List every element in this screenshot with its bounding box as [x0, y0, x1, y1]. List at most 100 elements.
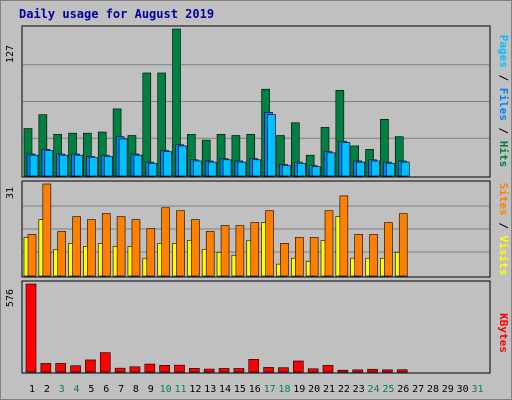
- bar-kbytes-day-21: [322, 365, 334, 373]
- bar-pages-day-8: [133, 154, 143, 177]
- bar-pages-day-4: [74, 154, 83, 177]
- y-max-tick-3: 576: [5, 289, 16, 307]
- bar-kbytes-day-14: [218, 368, 230, 373]
- bar-pages-day-2: [44, 150, 54, 177]
- bar-kbytes-day-19: [292, 360, 304, 373]
- bar-kbytes-day-13: [203, 368, 215, 373]
- bar-pages-day-6: [103, 156, 113, 177]
- bar-kbytes-day-2: [40, 363, 52, 373]
- x-label-day-30: 30: [457, 384, 469, 395]
- legend-visits: Visits: [497, 236, 510, 276]
- bar-kbytes-day-20: [307, 368, 319, 373]
- bar-pages-day-24: [371, 160, 380, 177]
- x-label-day-3: 3: [59, 384, 65, 395]
- bar-hits-day-9: [142, 72, 152, 177]
- x-label-day-5: 5: [88, 384, 94, 395]
- x-label-day-14: 14: [219, 384, 231, 395]
- y-max-tick-1: 127: [5, 45, 16, 63]
- bar-sites-day-19: [294, 237, 304, 277]
- x-label-day-17: 17: [264, 384, 276, 395]
- bar-pages-day-26: [400, 161, 410, 177]
- bar-kbytes-day-3: [55, 363, 67, 373]
- bar-sites-day-24: [369, 234, 378, 277]
- bar-kbytes-day-12: [189, 368, 200, 373]
- bar-pages-day-14: [222, 159, 232, 177]
- bar-kbytes-day-7: [114, 367, 126, 373]
- bar-kbytes-day-8: [129, 366, 141, 373]
- x-label-day-23: 23: [353, 384, 365, 395]
- bar-sites-day-16: [250, 222, 260, 277]
- bar-sites-day-8: [131, 219, 141, 277]
- bar-sites-day-18: [280, 243, 289, 277]
- bar-sites-day-3: [57, 231, 67, 277]
- x-label-day-6: 6: [103, 384, 109, 395]
- bar-kbytes-day-6: [99, 352, 111, 373]
- x-label-day-20: 20: [308, 384, 320, 395]
- x-label-day-28: 28: [427, 384, 439, 395]
- legend-sites: Sites: [497, 183, 510, 216]
- bar-sites-day-17: [265, 210, 274, 277]
- legend-hits: Hits: [497, 141, 510, 168]
- x-label-day-25: 25: [382, 384, 394, 395]
- legend-separator: /: [497, 216, 510, 236]
- legend-bottom: KBytes: [497, 313, 510, 353]
- bar-sites-day-20: [309, 237, 319, 277]
- x-label-day-1: 1: [29, 384, 35, 395]
- bar-sites-day-10: [161, 207, 170, 277]
- x-label-day-11: 11: [174, 384, 186, 395]
- bar-kbytes-day-11: [174, 364, 185, 373]
- bar-kbytes-day-18: [278, 367, 289, 373]
- bar-sites-day-4: [72, 216, 81, 277]
- x-label-day-19: 19: [293, 384, 305, 395]
- bar-kbytes-day-25: [382, 369, 393, 373]
- bar-pages-day-12: [193, 160, 202, 177]
- bar-sites-day-11: [176, 210, 185, 277]
- x-label-day-8: 8: [133, 384, 139, 395]
- bar-pages-day-18: [282, 165, 291, 177]
- x-label-day-18: 18: [278, 384, 290, 395]
- legend-separator: /: [497, 121, 510, 141]
- bar-pages-day-25: [386, 162, 395, 177]
- legend-kbytes: KBytes: [497, 313, 510, 353]
- bar-pages-day-19: [296, 162, 306, 177]
- bar-sites-day-14: [220, 225, 230, 277]
- x-label-day-2: 2: [44, 384, 50, 395]
- legend-top: Pages / Files / Hits: [497, 35, 510, 168]
- bar-pages-day-11: [178, 145, 187, 177]
- bar-pages-day-21: [326, 152, 336, 177]
- x-label-day-7: 7: [118, 384, 124, 395]
- x-label-day-21: 21: [323, 384, 335, 395]
- bar-sites-day-23: [354, 234, 364, 277]
- bar-pages-day-10: [163, 151, 172, 177]
- bar-kbytes-day-15: [233, 368, 245, 373]
- bar-pages-day-13: [207, 161, 217, 177]
- bar-sites-day-26: [398, 213, 408, 277]
- bar-pages-day-16: [252, 159, 262, 177]
- bar-pages-day-23: [356, 161, 366, 177]
- bar-pages-day-9: [148, 162, 158, 177]
- x-label-day-15: 15: [234, 384, 246, 395]
- x-label-day-9: 9: [148, 384, 154, 395]
- bar-kbytes-day-16: [248, 359, 260, 373]
- bar-sites-day-21: [324, 210, 334, 277]
- bar-kbytes-day-22: [337, 369, 349, 373]
- legend-pages: Pages: [497, 35, 510, 68]
- bar-sites-day-25: [384, 222, 393, 277]
- bar-kbytes-day-1: [25, 283, 37, 373]
- bar-sites-day-9: [146, 228, 156, 277]
- bar-pages-day-15: [237, 161, 247, 177]
- bar-kbytes-day-24: [367, 368, 378, 373]
- bar-sites-day-1: [27, 234, 37, 277]
- x-label-day-16: 16: [249, 384, 261, 395]
- x-label-day-12: 12: [189, 384, 201, 395]
- bar-pages-day-22: [341, 142, 351, 177]
- legend-separator: /: [497, 68, 510, 88]
- bar-kbytes-day-23: [352, 369, 364, 373]
- bar-sites-day-2: [42, 183, 52, 277]
- bar-pages-day-20: [311, 166, 321, 177]
- bar-sites-day-7: [116, 216, 126, 277]
- x-label-day-10: 10: [160, 384, 172, 395]
- x-label-day-31: 31: [471, 384, 483, 395]
- x-label-day-13: 13: [204, 384, 216, 395]
- x-label-day-4: 4: [74, 384, 80, 395]
